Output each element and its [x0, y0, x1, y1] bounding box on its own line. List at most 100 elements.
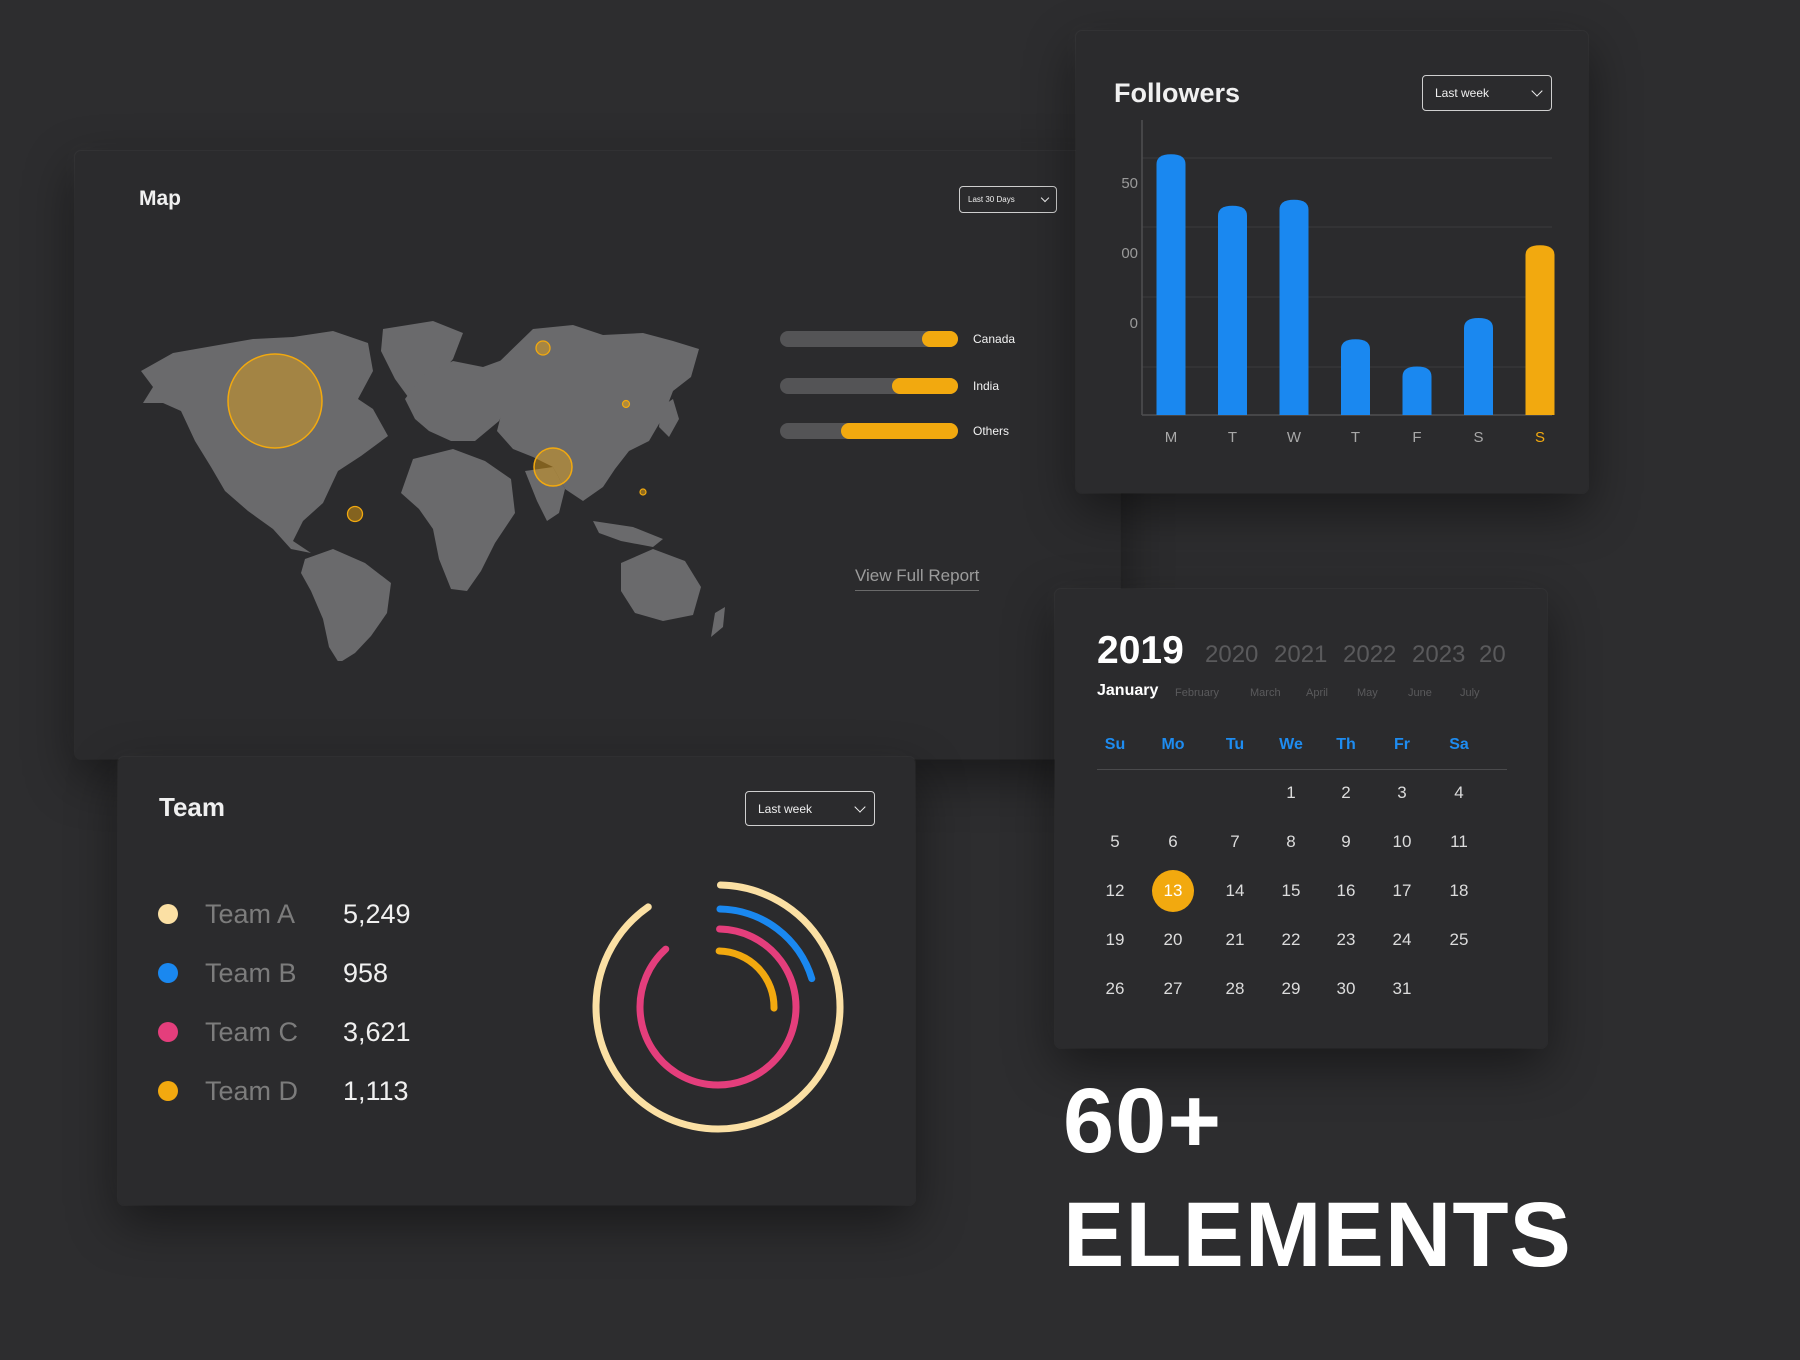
team-radial-chart — [592, 881, 844, 1133]
calendar-day[interactable]: 21 — [1225, 930, 1245, 949]
month-option[interactable]: March — [1250, 687, 1281, 699]
chart-bar — [1464, 317, 1493, 415]
chart-bar — [1525, 245, 1555, 415]
weekday-label: Fr — [1394, 736, 1410, 753]
team-color-dot — [158, 1081, 178, 1101]
team-row: Team B 958 — [158, 953, 388, 993]
chevron-down-icon — [1040, 193, 1050, 202]
calendar-day[interactable]: 23 — [1336, 930, 1356, 949]
year-option[interactable]: 20 — [1479, 641, 1506, 668]
map-japan — [659, 399, 679, 437]
view-full-report-link[interactable]: View Full Report — [855, 566, 980, 591]
calendar-day[interactable]: 30 — [1336, 979, 1356, 998]
world-map-land — [141, 321, 725, 661]
calendar-day[interactable]: 9 — [1341, 832, 1351, 851]
country-bar-track — [780, 378, 958, 394]
weekday-label: Mo — [1161, 736, 1185, 753]
hotspot-russia — [535, 340, 551, 356]
calendar-day[interactable]: 19 — [1105, 930, 1125, 949]
map-australia — [621, 549, 701, 621]
calendar-day[interactable]: 8 — [1286, 832, 1296, 851]
map-title: Map — [139, 187, 181, 210]
followers-card: Followers Last week 50 00 0 M T W T F S S — [1076, 31, 1588, 493]
headline-count: 60+ — [1063, 1070, 1223, 1172]
calendar-day[interactable]: 22 — [1281, 930, 1301, 949]
calendar-day[interactable]: 12 — [1105, 881, 1125, 900]
map-range-dropdown[interactable]: Last 30 Days — [959, 186, 1057, 213]
calendar-day[interactable]: 31 — [1392, 979, 1412, 998]
calendar-day[interactable]: 25 — [1449, 930, 1469, 949]
map-south-america — [301, 549, 391, 661]
map-greenland — [381, 321, 463, 401]
hotspot-brazil — [346, 505, 364, 523]
month-option[interactable]: July — [1460, 687, 1480, 699]
team-name: Team D — [205, 1075, 299, 1106]
map-range-label: Last 30 Days — [968, 195, 1015, 204]
country-bar-label: India — [973, 379, 1000, 393]
team-ring-arc — [715, 947, 778, 1012]
calendar-day[interactable]: 4 — [1454, 783, 1464, 802]
year-option[interactable]: 2023 — [1412, 641, 1466, 668]
calendar-day[interactable]: 11 — [1450, 832, 1468, 851]
calendar-day[interactable]: 5 — [1110, 832, 1120, 851]
calendar-day[interactable]: 7 — [1230, 832, 1240, 851]
calendar-day[interactable]: 10 — [1392, 832, 1412, 851]
calendar-day[interactable]: 1 — [1286, 783, 1296, 802]
calendar-day[interactable]: 27 — [1163, 979, 1183, 998]
month-option[interactable]: February — [1175, 687, 1220, 699]
chart-bar — [1279, 199, 1309, 415]
team-color-dot — [158, 904, 178, 924]
hotspot-japan — [621, 399, 631, 409]
month-option[interactable]: April — [1306, 687, 1329, 699]
month-option[interactable]: January — [1097, 682, 1159, 699]
team-ring-arc — [636, 925, 800, 1089]
chart-x-tick-label: F — [1412, 429, 1421, 446]
team-ring-arc — [592, 881, 844, 1133]
year-option[interactable]: 2021 — [1274, 641, 1328, 668]
calendar-day[interactable]: 20 — [1163, 930, 1183, 949]
headline: 60+ ELEMENTS — [1063, 1075, 1572, 1281]
year-option[interactable]: 2019 — [1097, 629, 1184, 672]
chart-x-tick-label: M — [1165, 429, 1178, 446]
calendar-day[interactable]: 15 — [1281, 881, 1301, 900]
calendar-day[interactable]: 28 — [1225, 979, 1245, 998]
chevron-down-icon — [854, 800, 866, 813]
chart-bar — [1402, 366, 1432, 415]
chart-bar — [1156, 154, 1186, 415]
chart-x-tick-label: T — [1351, 429, 1360, 446]
calendar-day[interactable]: 17 — [1392, 881, 1412, 900]
followers-range-dropdown[interactable]: Last week — [1422, 75, 1552, 111]
chart-bar — [1218, 205, 1247, 415]
country-bar-fill — [892, 378, 958, 394]
country-bar-track — [780, 331, 958, 347]
team-range-dropdown[interactable]: Last week — [745, 791, 875, 826]
month-option[interactable]: June — [1408, 687, 1432, 699]
country-bar-fill — [922, 331, 958, 347]
team-value: 958 — [343, 957, 389, 988]
calendar-day[interactable]: 14 — [1225, 881, 1245, 900]
team-value: 5,249 — [343, 898, 411, 929]
followers-title: Followers — [1114, 78, 1241, 108]
map-asia — [497, 325, 699, 501]
year-option[interactable]: 2020 — [1205, 641, 1259, 668]
weekday-label: We — [1279, 736, 1303, 753]
map-indonesia — [593, 521, 663, 547]
year-option[interactable]: 2022 — [1343, 641, 1397, 668]
month-option[interactable]: May — [1357, 687, 1378, 699]
calendar-day[interactable]: 29 — [1281, 979, 1301, 998]
weekday-label: Sa — [1449, 736, 1469, 753]
calendar-day[interactable]: 2 — [1341, 783, 1351, 802]
calendar-day[interactable]: 16 — [1336, 881, 1356, 900]
weekday-label: Su — [1104, 736, 1126, 753]
team-color-dot — [158, 963, 178, 983]
country-bar-track — [780, 423, 958, 439]
calendar-day[interactable]: 24 — [1392, 930, 1412, 949]
calendar-day-selected[interactable]: 13 — [1152, 870, 1194, 912]
calendar-day[interactable]: 26 — [1105, 979, 1125, 998]
team-card: Team Last week Team A 5,249 Team B 958 Team … — [118, 757, 915, 1205]
calendar-day[interactable]: 3 — [1397, 783, 1407, 802]
calendar-day[interactable]: 18 — [1449, 881, 1469, 900]
map-card: Map Last 30 Days — [75, 151, 1120, 759]
calendar-day[interactable]: 6 — [1168, 832, 1178, 851]
